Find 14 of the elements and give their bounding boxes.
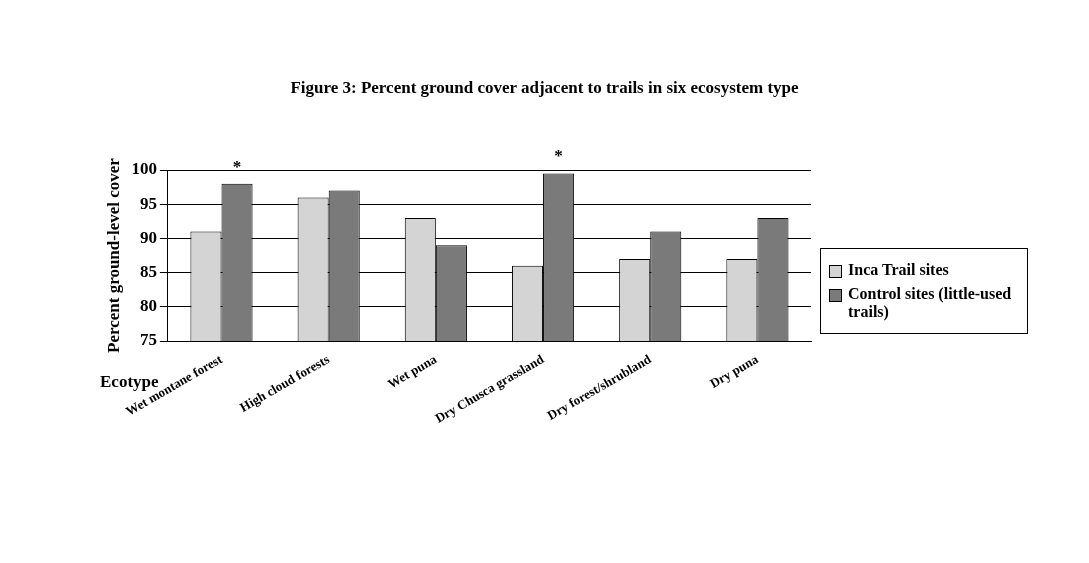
x-tick-label: Dry puna <box>707 351 762 391</box>
y-tick-label: 80 <box>139 296 157 316</box>
y-tick-label: 75 <box>139 330 157 350</box>
y-tick-label: 85 <box>139 262 157 282</box>
y-tick-label: 100 <box>131 159 157 179</box>
legend-label: Inca Trail sites <box>848 261 949 279</box>
y-axis-title: Percent ground-level cover <box>103 157 123 353</box>
annotation: * <box>554 146 563 166</box>
annotation: * <box>232 156 242 176</box>
y-tick-label: 95 <box>139 193 157 213</box>
y-tick-label: 90 <box>139 227 157 247</box>
x-tick-label: Wet puna <box>384 351 440 392</box>
legend-label: Control sites (little-used trails) <box>848 285 1013 321</box>
chart-title: Figure 3: Percent ground cover adjacent to trails in six ecosystem type <box>289 78 800 98</box>
